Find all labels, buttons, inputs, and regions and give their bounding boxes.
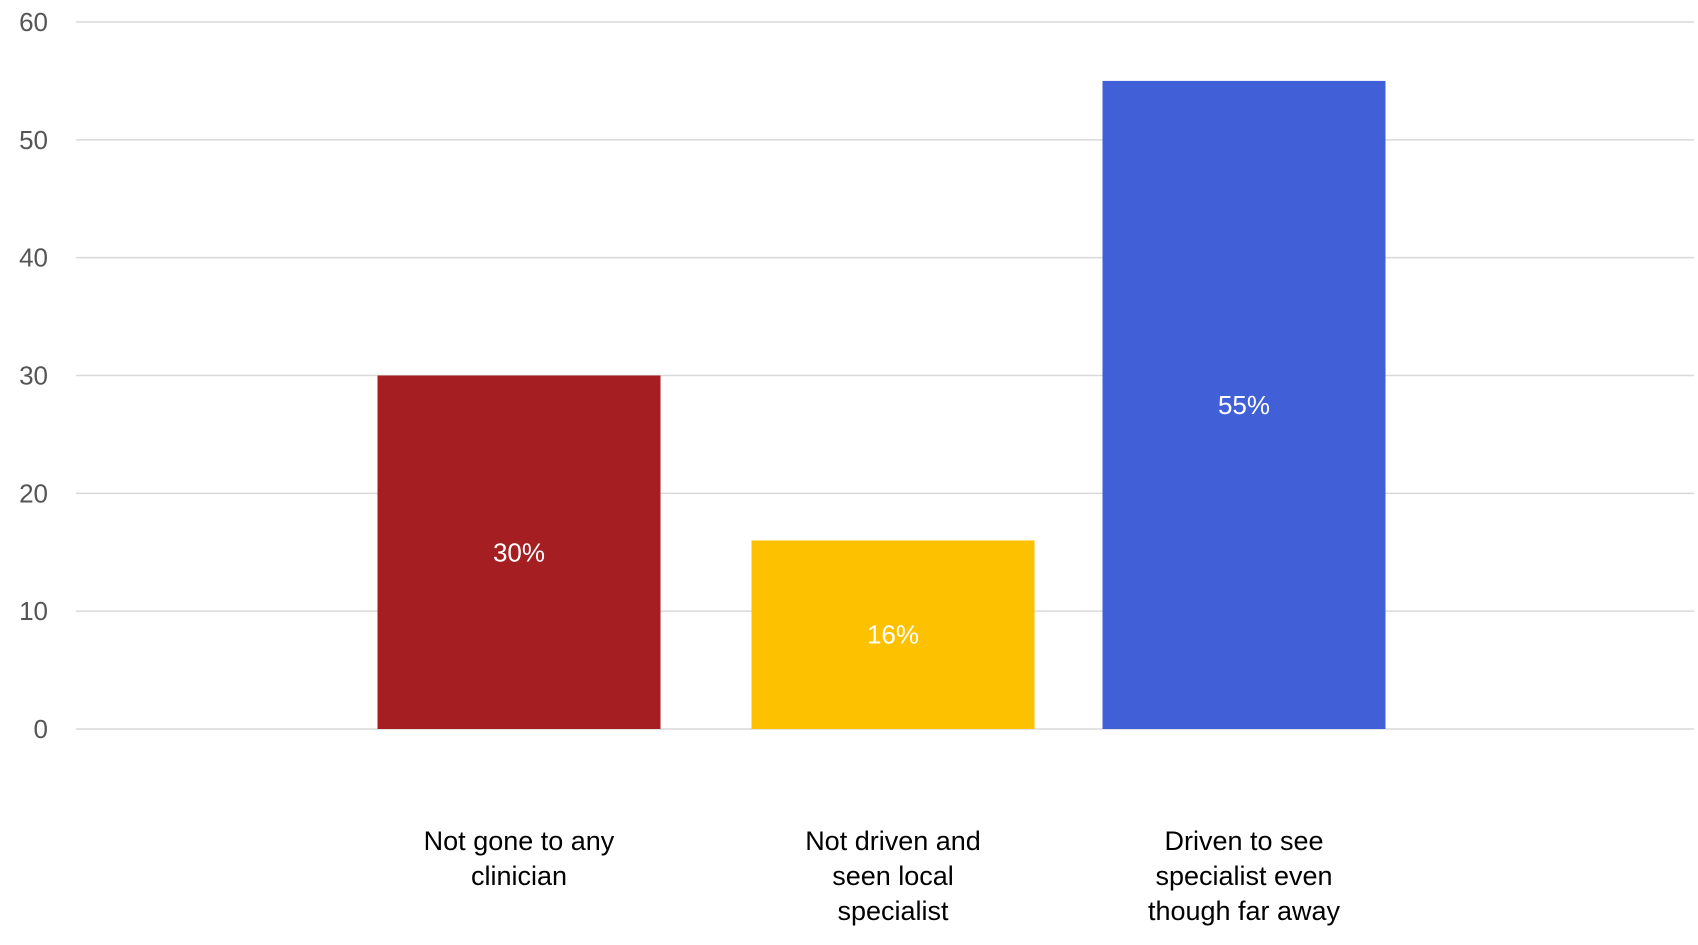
x-category-label-line: clinician (471, 861, 567, 891)
x-category-label: Driven to see specialist even though far a… (1148, 826, 1341, 926)
x-category-label-line: Not gone to any (424, 826, 615, 856)
bar (751, 540, 1035, 729)
x-category-label-line: Not driven and (805, 826, 981, 856)
bar (1102, 80, 1386, 729)
bar (377, 375, 661, 729)
y-tick-label: 50 (19, 125, 48, 155)
x-category-label-line: though far away (1148, 896, 1341, 926)
data-label: 55% (1218, 390, 1270, 420)
x-category-label-line: specialist (837, 896, 949, 926)
y-tick-label: 10 (19, 596, 48, 626)
x-axis-labels: Not gone to any clinician Not driven and se… (424, 826, 1341, 926)
x-category-label: Not gone to any clinician (424, 826, 615, 891)
x-category-label-line: Driven to see (1164, 826, 1323, 856)
data-label: 16% (867, 620, 919, 650)
bars (377, 80, 1386, 729)
y-axis-ticks: 0 10 20 30 40 50 60 (19, 7, 48, 744)
x-category-label: Not driven and seen local specialist (805, 826, 981, 926)
gridlines (76, 21, 1694, 730)
y-tick-label: 20 (19, 478, 48, 508)
y-tick-label: 30 (19, 361, 48, 391)
x-category-label-line: specialist even (1155, 861, 1332, 891)
x-category-label-line: seen local (832, 861, 954, 891)
data-labels: 30% 16% 55% (493, 390, 1270, 650)
y-tick-label: 40 (19, 243, 48, 273)
y-tick-label: 60 (19, 7, 48, 37)
y-tick-label: 0 (34, 714, 48, 744)
data-label: 30% (493, 537, 545, 567)
